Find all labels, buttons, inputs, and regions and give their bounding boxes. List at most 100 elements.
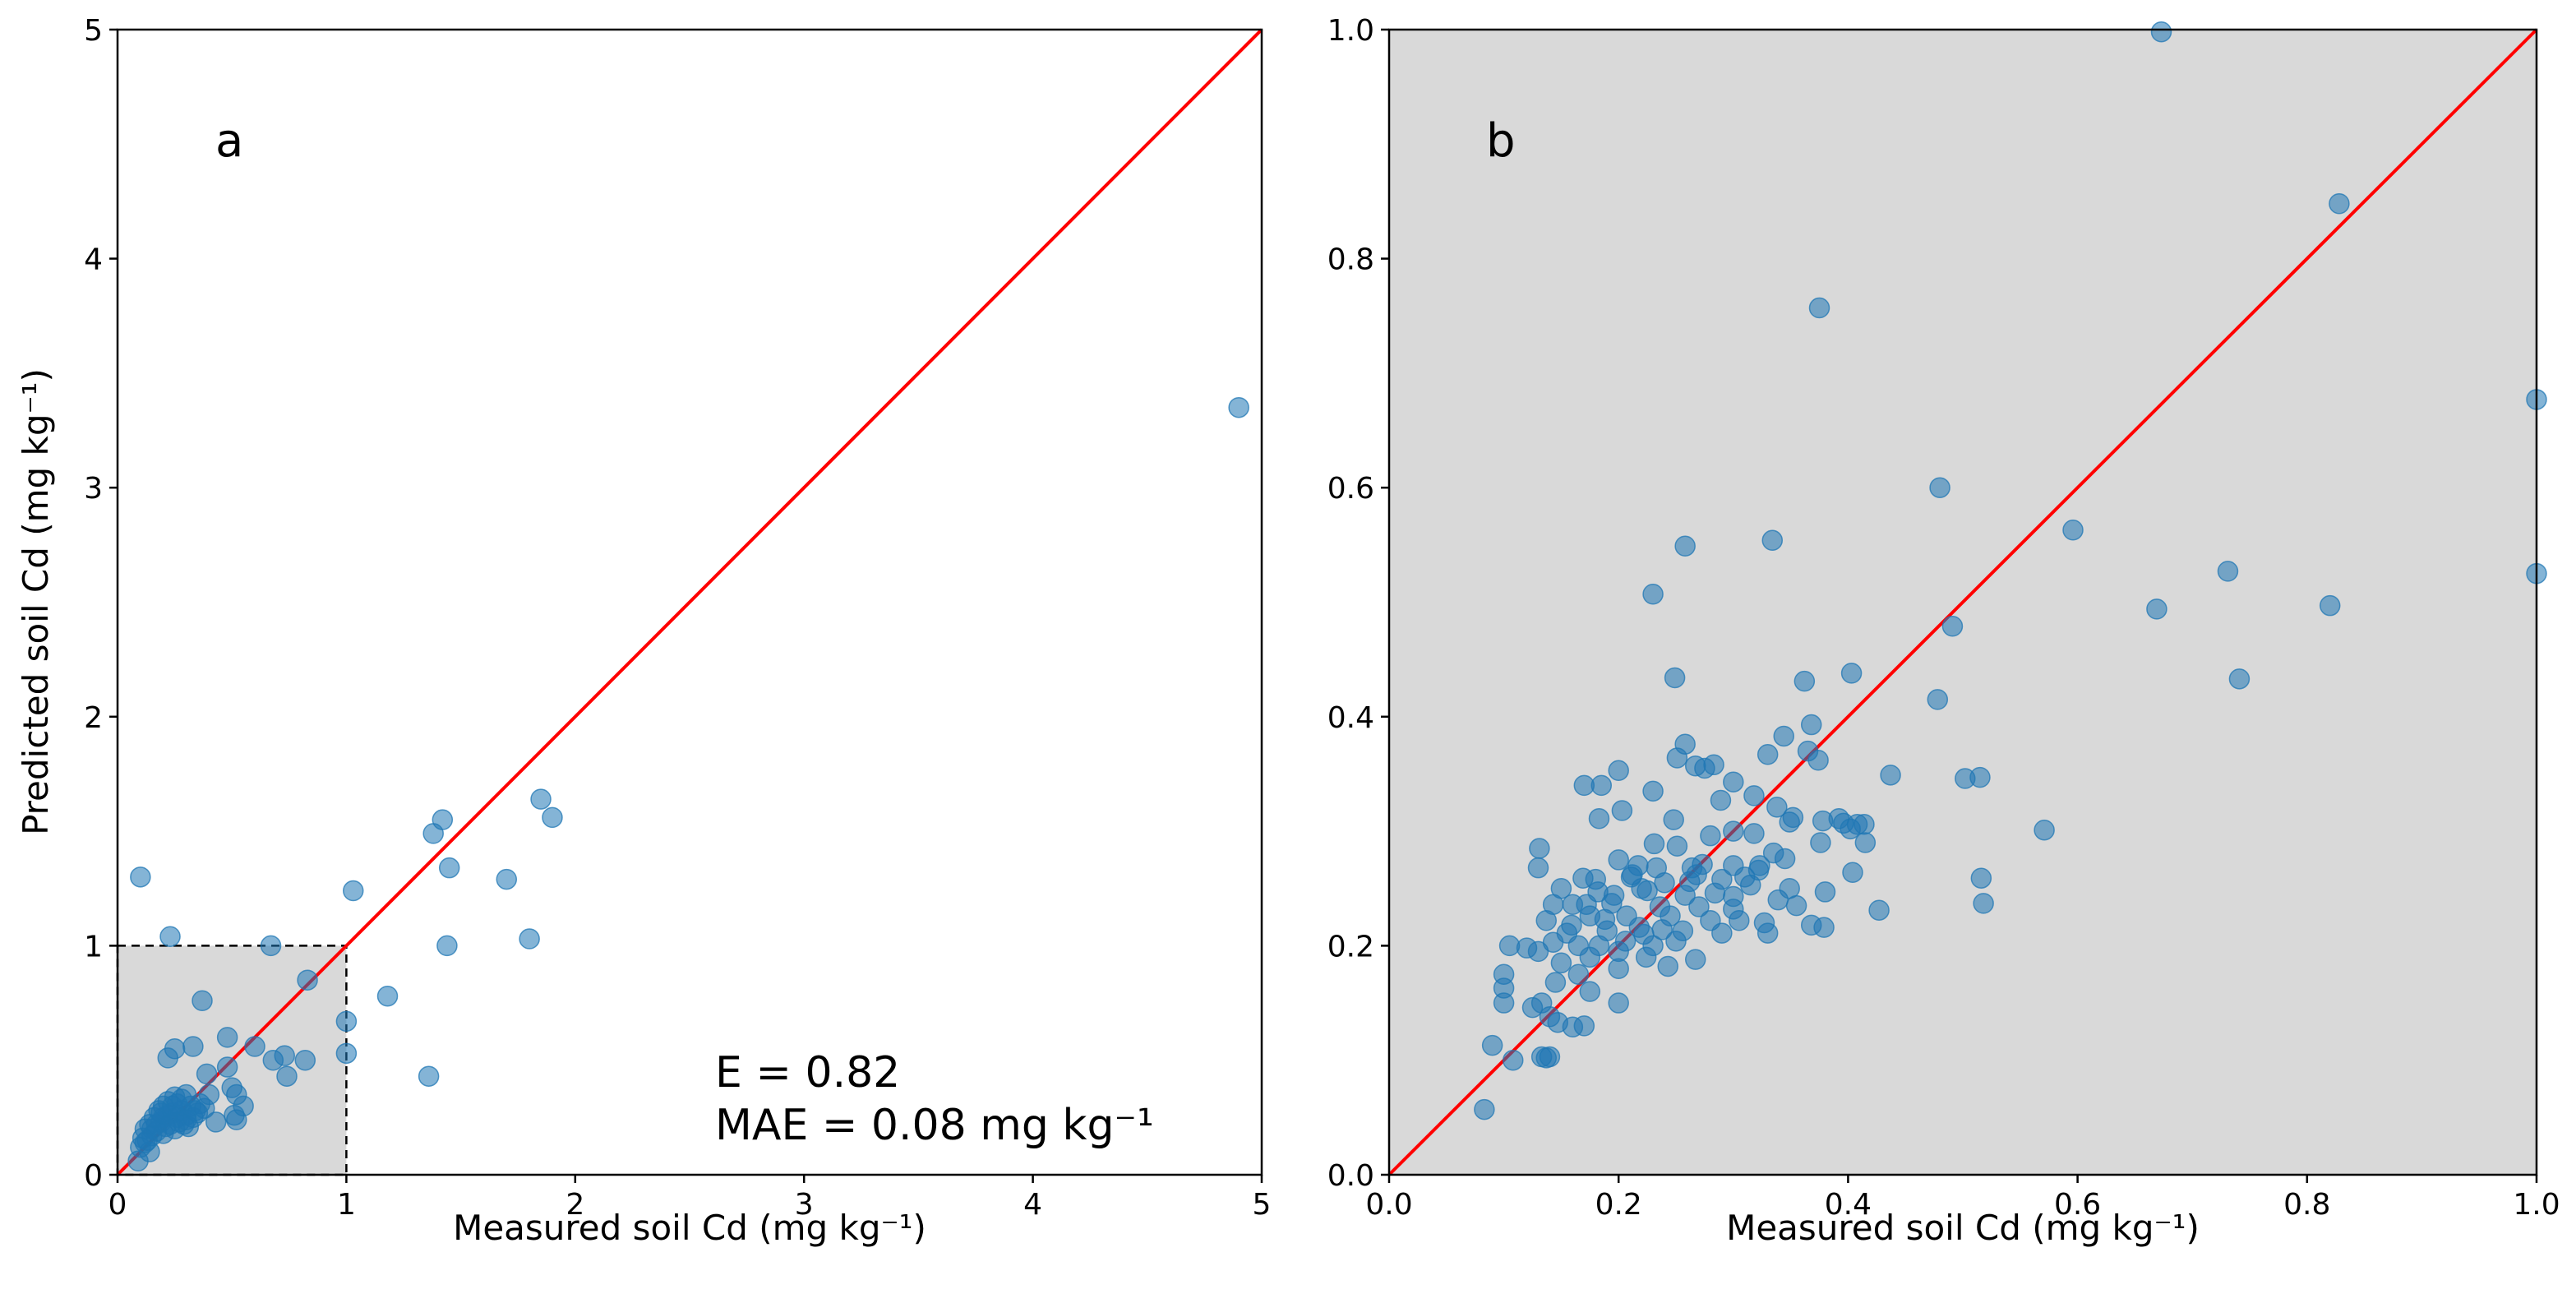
panel-label: a [215, 114, 243, 168]
data-point [1794, 670, 1816, 692]
data-point [1573, 774, 1595, 797]
data-point [2319, 594, 2341, 617]
data-point [1723, 771, 1744, 792]
y-tick-label: 0.6 [1327, 472, 1374, 506]
stat-e: E = 0.82 [715, 1048, 900, 1097]
x-axis-label: Measured soil Cd (mg kg⁻¹) [1726, 1208, 2200, 1248]
data-point [343, 880, 364, 902]
data-point [1635, 946, 1657, 968]
data-points [1474, 21, 2547, 1120]
plot-frame [1387, 28, 2538, 1176]
y-ticks: 0.0 0.2 0.4 0.6 0.8 1.0 [1327, 14, 1389, 1193]
data-point [1622, 864, 1643, 885]
data-point [1880, 765, 1901, 786]
data-point [1493, 992, 1515, 1014]
x-tick-label: 0.8 [2283, 1188, 2330, 1222]
data-point [1810, 832, 1831, 853]
data-point [1481, 1034, 1503, 1056]
data-point [519, 928, 540, 950]
data-point [132, 1127, 154, 1149]
data-point [1633, 923, 1655, 945]
data-point [1854, 813, 1875, 835]
data-point [335, 1010, 358, 1033]
y-tick-label: 3 [84, 472, 103, 506]
data-point [1743, 823, 1765, 844]
data-point [1651, 919, 1673, 940]
data-point [1608, 992, 1629, 1014]
y-tick-label: 4 [84, 243, 103, 277]
data-point [1579, 981, 1601, 1002]
x-tick-label: 4 [1023, 1188, 1042, 1222]
data-point [1576, 894, 1597, 916]
data-point [1785, 894, 1807, 917]
y-ticks: 0 1 2 3 4 5 [84, 14, 118, 1193]
data-point [1929, 477, 1950, 498]
data-point [216, 1027, 238, 1048]
data-point [1723, 820, 1744, 842]
data-point [1729, 910, 1750, 931]
data-point [1666, 747, 1688, 769]
x-tick-label: 5 [1253, 1188, 1272, 1222]
data-point [194, 1097, 215, 1119]
y-tick-label: 0.8 [1327, 243, 1374, 277]
data-point [418, 1065, 440, 1087]
data-point [2146, 598, 2167, 620]
data-point [244, 1036, 265, 1057]
data-point [2034, 819, 2055, 841]
data-point [1228, 396, 1249, 418]
data-point [130, 866, 151, 888]
data-point [216, 1056, 238, 1078]
data-point [1747, 859, 1770, 881]
data-point [2062, 519, 2084, 541]
data-point [260, 935, 282, 957]
data-point [1842, 862, 1863, 883]
data-point [1711, 922, 1733, 944]
x-tick-label: 1.0 [2513, 1188, 2560, 1222]
data-point [1539, 1046, 1561, 1068]
data-point [2329, 192, 2350, 215]
data-point [1973, 893, 1994, 914]
x-tick-label: 1 [337, 1188, 356, 1222]
data-point [1700, 825, 1721, 847]
data-point [1535, 910, 1558, 931]
data-point [1761, 529, 1784, 552]
data-point [1854, 832, 1877, 853]
data-point [1840, 663, 1863, 684]
data-point [1710, 789, 1732, 811]
data-point [2217, 561, 2239, 582]
data-point [1474, 1098, 1495, 1120]
data-point [1567, 963, 1590, 985]
x-ticks: 0.0 0.2 0.4 0.6 0.8 1.0 [1365, 1175, 2560, 1222]
panel-a: 0 1 2 3 4 5 0 1 2 3 4 5 a E = 0.82 MAE = 0.08 mg k… [16, 14, 1271, 1248]
y-tick-label: 1 [84, 930, 103, 963]
data-point [438, 857, 460, 879]
stat-mae: MAE = 0.08 mg kg⁻¹ [715, 1101, 1154, 1150]
data-point [1757, 744, 1779, 765]
data-point [1594, 908, 1616, 931]
x-tick-label: 0.2 [1595, 1188, 1642, 1222]
data-point [335, 1042, 358, 1065]
data-point [276, 1065, 298, 1087]
data-point [192, 990, 213, 1012]
data-point [1646, 857, 1668, 879]
data-point [1608, 958, 1629, 980]
x-tick-label: 0.4 [1825, 1188, 1872, 1222]
data-point [1686, 864, 1707, 885]
data-point [175, 1109, 197, 1130]
data-point [1664, 667, 1686, 689]
data-point [205, 1111, 227, 1133]
data-point [1704, 882, 1726, 904]
x-axis-label: Measured soil Cd (mg kg⁻¹) [453, 1208, 926, 1248]
panel-label: b [1486, 114, 1516, 168]
data-point [1603, 885, 1625, 906]
data-point [1774, 848, 1796, 870]
plot-frame [116, 28, 1263, 1176]
data-point [1579, 946, 1601, 968]
data-point [1642, 780, 1664, 802]
data-point [1743, 785, 1765, 806]
data-point [1573, 1015, 1595, 1037]
data-point [1643, 833, 1665, 855]
data-point [1550, 952, 1572, 974]
data-point [297, 969, 318, 991]
